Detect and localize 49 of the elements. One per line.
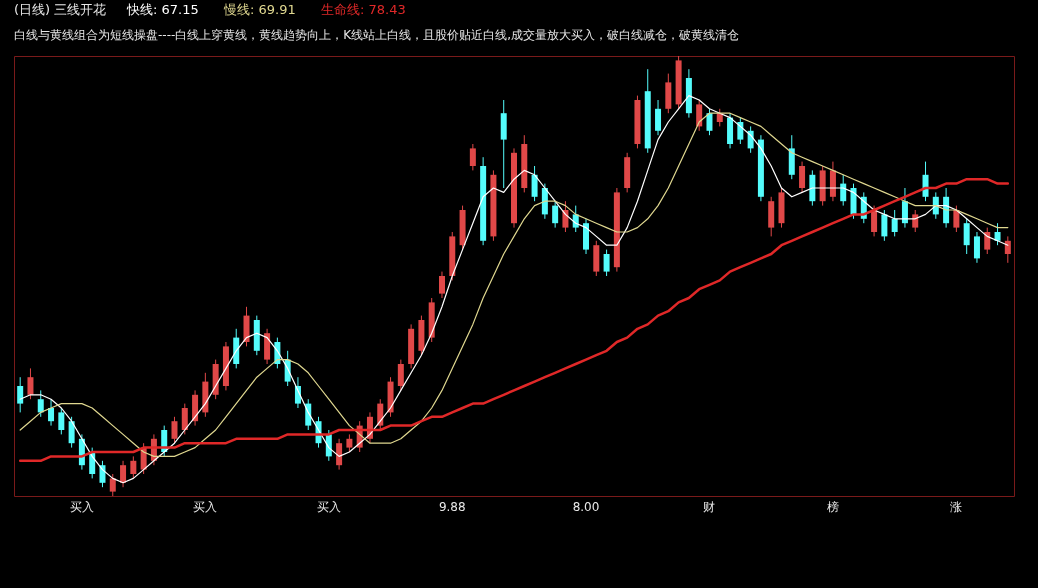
candlestick [109,473,116,497]
text: 快线: 67.15 [126,2,199,17]
text: 慢线: 69.91 [223,2,296,17]
candlestick [973,231,980,264]
candlestick [901,187,908,229]
candlestick [130,455,137,479]
text: 买入 [316,500,341,514]
candlestick [171,416,178,444]
candlestick [377,398,384,431]
text: 买入 [193,500,218,514]
candlestick [1004,235,1011,264]
candlestick [552,200,559,229]
candlestick [48,398,55,427]
candlestick [984,227,991,255]
candlestick [58,407,65,435]
candlestick [706,108,713,136]
text: 财 [703,500,716,514]
text: 买入 [69,500,94,514]
text: 9.88 [438,500,466,514]
candlestick [799,161,806,193]
chart-title: (日线) 三线开花 [14,2,107,17]
chart-subtitle: 白线与黄线组合为短线操盘----白线上穿黄线，黄线趋势向上，K线站上白线，且股价贴近白线,成交量放大买入，破白线减仓，破黄线清仓 [14,28,740,42]
candlestick [469,143,476,171]
text: 榜 [826,500,839,514]
candlestick [953,205,960,233]
candlestick [963,218,970,255]
text: 生命线: 78.43 [321,2,406,17]
candlestick [37,389,44,418]
candlestick [397,359,404,391]
candlestick [655,99,662,136]
candlestick [603,249,610,277]
text: 涨 [950,500,963,514]
candlestick [994,222,1001,246]
candlestick [438,271,445,299]
text: 8.00 [572,500,600,514]
candlestick [737,117,744,145]
candlestick [531,165,538,202]
candlestick [696,99,703,132]
candlestick [881,209,888,242]
candlestick [27,367,34,400]
candlestick [562,200,569,233]
candlestick [68,416,75,449]
candlestick [336,438,343,471]
candlestick [891,209,898,237]
candlestick [120,460,127,488]
candlestick [181,403,188,435]
candlestick [99,460,106,488]
candlestick [17,376,24,413]
candlestick [871,205,878,237]
